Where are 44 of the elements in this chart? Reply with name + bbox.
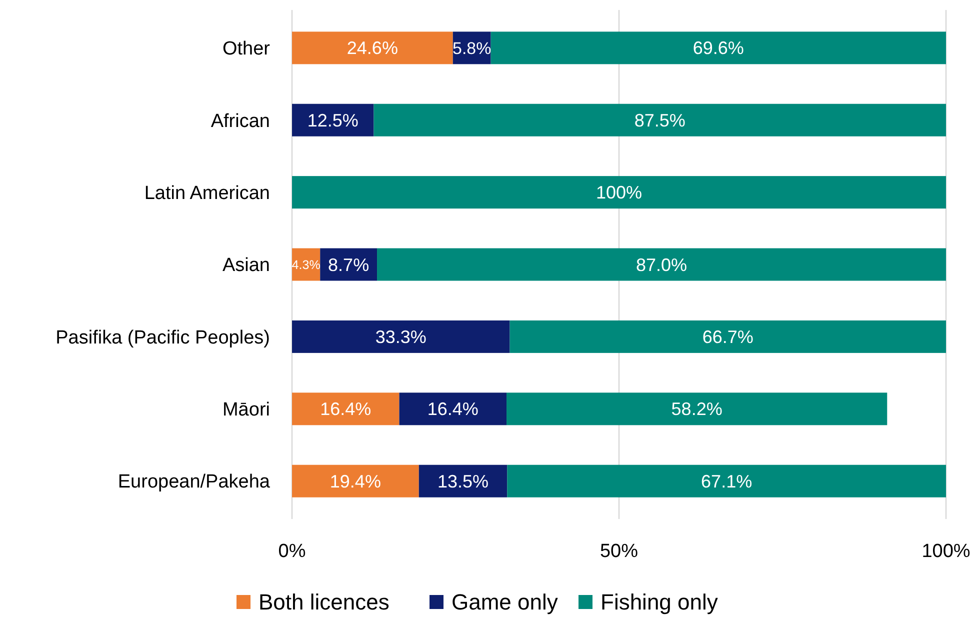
bar [377, 248, 946, 281]
data-label: 5.8% [452, 38, 492, 58]
y-tick-label: European/Pakeha [118, 472, 270, 493]
bar [292, 32, 453, 64]
data-label: 19.4% [330, 471, 381, 492]
data-label: 67.1% [701, 471, 752, 492]
data-label: 69.6% [692, 38, 744, 58]
data-label: 87.0% [636, 254, 688, 275]
bar [506, 392, 888, 426]
bar [292, 464, 419, 498]
y-tick-label: Pasifika (Pacific Peoples) [56, 327, 270, 348]
data-label: 24.6% [346, 38, 398, 58]
bar [490, 32, 946, 64]
data-label: 8.7% [328, 254, 370, 275]
data-label: 66.7% [702, 327, 754, 347]
y-tick-label: Māori [222, 400, 270, 421]
x-tick-label: 0% [278, 541, 306, 562]
x-tick-label: 100% [922, 541, 970, 562]
y-tick-label: African [210, 110, 270, 132]
data-label: 58.2% [671, 399, 722, 420]
legend-label: Game only [452, 590, 558, 615]
data-label: 16.4% [427, 399, 478, 420]
x-tick-label: 50% [600, 541, 638, 562]
bar [292, 104, 374, 136]
data-label: 33.3% [375, 327, 426, 347]
y-tick-label: Other [222, 38, 271, 60]
data-label: 87.5% [634, 110, 686, 130]
data-label: 100% [596, 182, 642, 203]
bar [292, 392, 400, 426]
y-tick-label: Latin American [144, 182, 270, 204]
bar [399, 392, 507, 426]
bar [510, 320, 946, 353]
bar [292, 176, 946, 209]
data-label: 13.5% [438, 471, 489, 492]
data-label: 4.3% [292, 258, 320, 272]
data-label: 12.5% [307, 110, 358, 130]
legend-label: Both licences [258, 590, 390, 615]
bar [374, 104, 946, 136]
y-tick-label: Asian [222, 255, 270, 276]
legend-label: Fishing only [600, 590, 718, 615]
bar [418, 464, 508, 498]
data-label: 16.4% [320, 399, 372, 420]
bar [292, 320, 510, 353]
bar [507, 464, 946, 498]
